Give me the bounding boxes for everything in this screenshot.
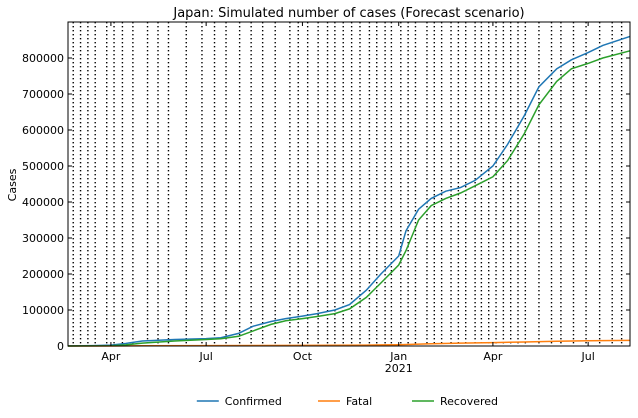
plot-frame — [67, 21, 631, 347]
y-tick-label: 400000 — [22, 196, 64, 209]
x-tick-sublabel: 2021 — [385, 362, 413, 375]
legend-label-confirmed: Confirmed — [225, 395, 282, 408]
y-axis-label: Cases — [6, 168, 19, 201]
legend-label-recovered: Recovered — [440, 395, 498, 408]
series-line-confirmed — [67, 35, 631, 347]
x-tick-label: Jul — [199, 350, 213, 363]
y-tick-label: 500000 — [22, 160, 64, 173]
y-tick-label: 100000 — [22, 304, 64, 317]
chart-title: Japan: Simulated number of cases (Foreca… — [172, 6, 524, 21]
y-tick-label: 0 — [57, 340, 64, 353]
series-line-recovered — [67, 50, 631, 347]
x-tick-label: Apr — [483, 350, 503, 363]
y-axis: 0 100000 200000 300000 400000 500000 600000 700… — [22, 52, 630, 353]
y-tick-label: 600000 — [22, 124, 64, 137]
phase-change-lines — [72, 22, 623, 346]
y-tick-label: 800000 — [22, 52, 64, 65]
legend-label-fatal: Fatal — [346, 395, 372, 408]
y-tick-label: 700000 — [22, 88, 64, 101]
x-tick-label: Jul — [580, 350, 594, 363]
x-tick-label: Jan — [389, 350, 407, 363]
y-tick-label: 200000 — [22, 268, 64, 281]
x-tick-label: Oct — [293, 350, 313, 363]
y-tick-label: 300000 — [22, 232, 64, 245]
series-lines — [67, 35, 631, 347]
x-tick-label: Apr — [101, 350, 121, 363]
legend: Confirmed Fatal Recovered — [196, 395, 498, 408]
